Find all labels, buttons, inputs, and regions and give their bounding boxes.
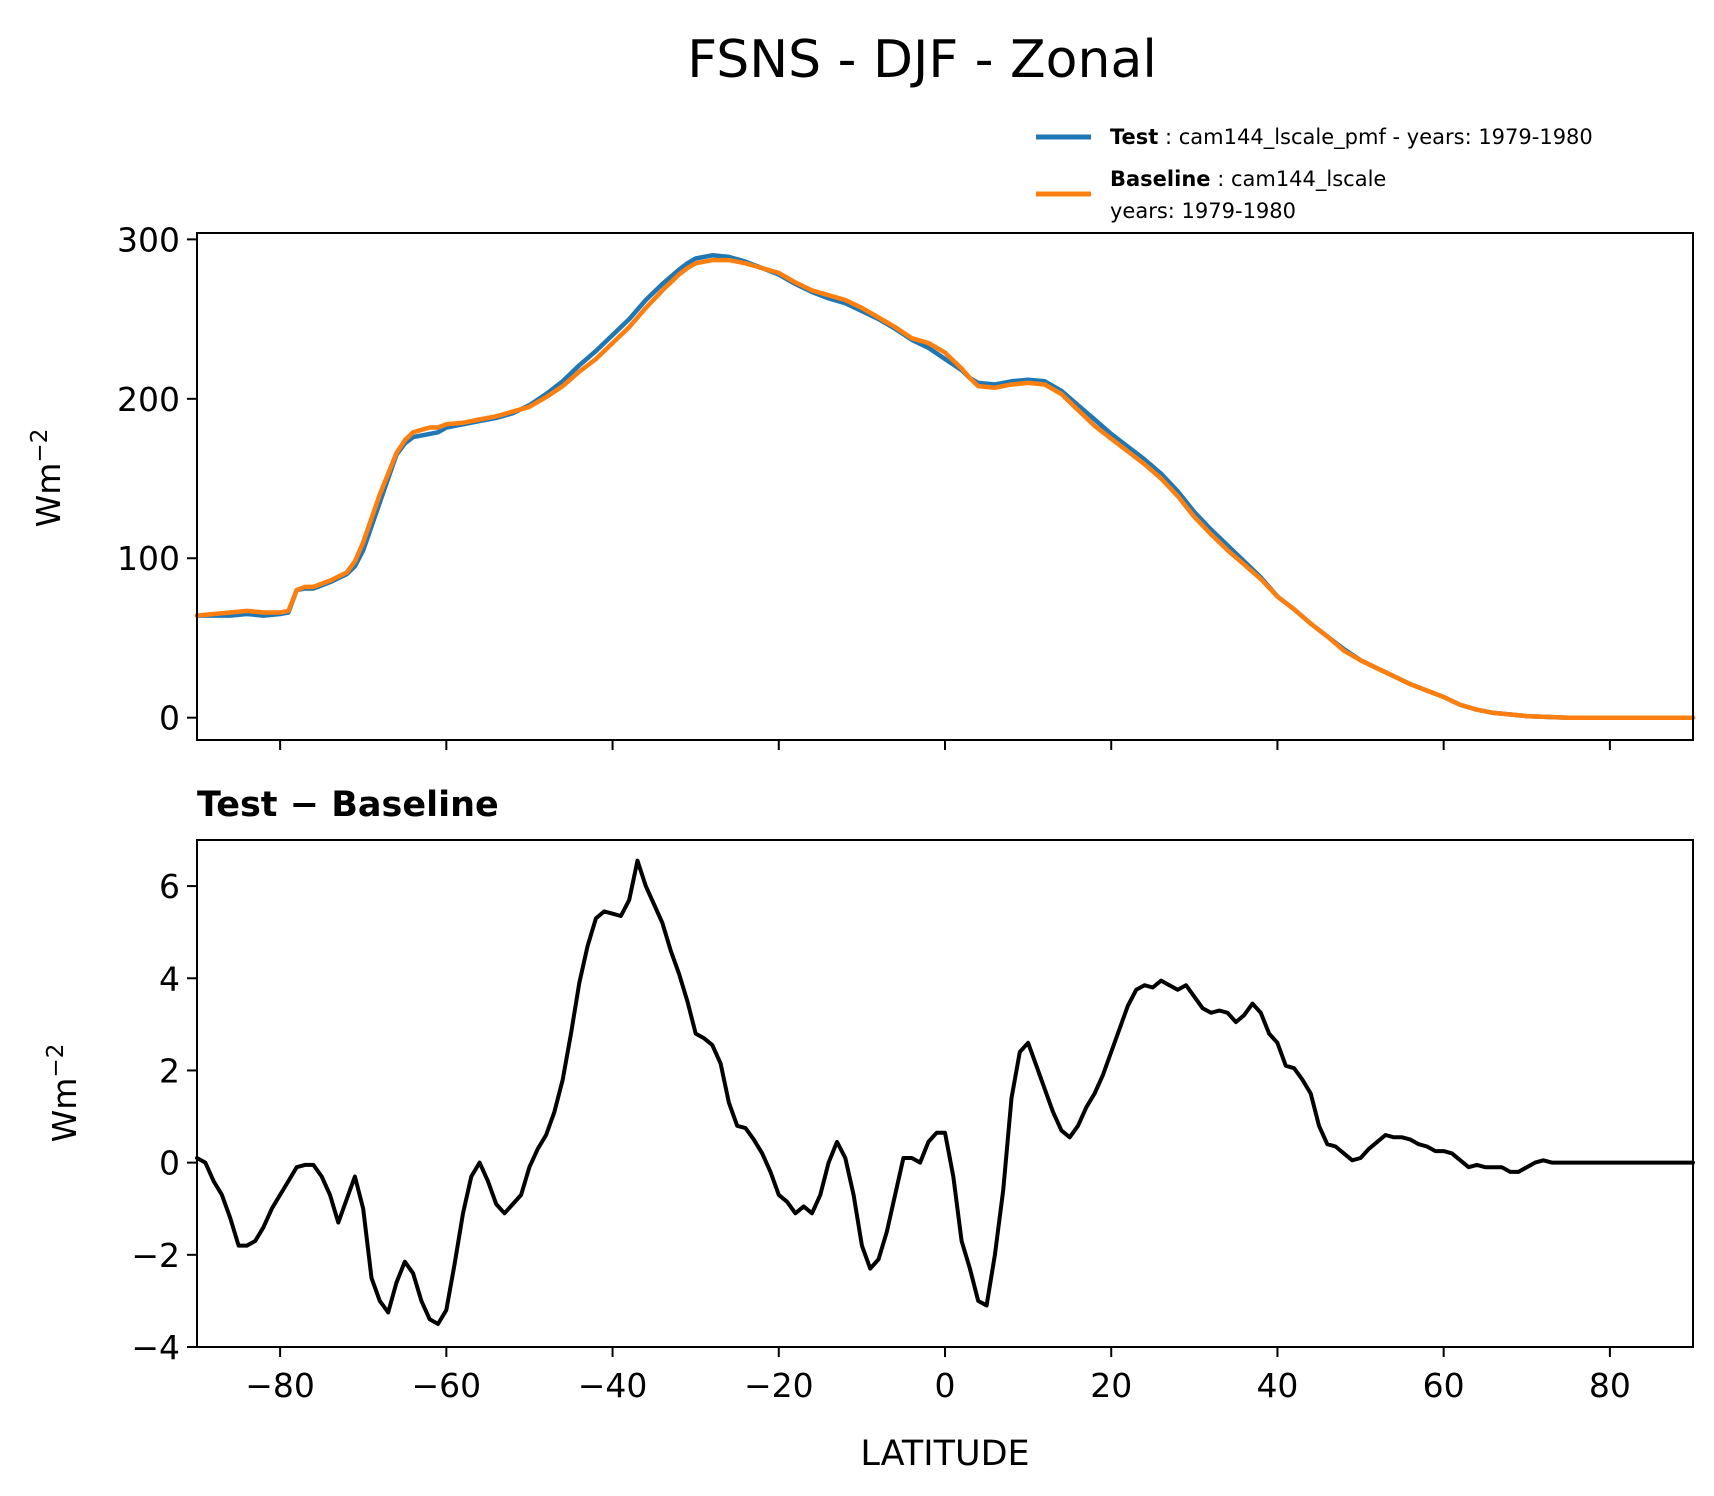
bottom-ylabel-sup: −2 [43, 1044, 69, 1078]
legend-test-name: Test [1110, 125, 1158, 149]
top-plot-area [194, 253, 1696, 720]
top-ytick-label: 100 [117, 539, 180, 578]
chart-title: FSNS - DJF - Zonal [687, 30, 1157, 90]
top-panel-ylabel: Wm−2 [27, 429, 68, 528]
legend-baseline-name: Baseline [1110, 167, 1211, 191]
bottom-panel-ylabel: Wm−2 [43, 1044, 84, 1143]
top-x-ticks [279, 740, 1611, 750]
bottom-ytick-label: −2 [131, 1236, 180, 1275]
top-ylabel-sup: −2 [27, 429, 53, 463]
legend-test-label: Test : cam144_lscale_pmf - years: 1979-1… [1110, 125, 1593, 150]
top-ytick-label: 0 [159, 699, 180, 738]
bottom-panel-title: Test − Baseline [197, 785, 499, 825]
bottom-plot-frame [196, 839, 1694, 1348]
bottom-ytick-label: −4 [131, 1328, 180, 1367]
legend-baseline-years: years: 1979-1980 [1110, 199, 1296, 223]
bottom-xtick-label: 40 [1256, 1366, 1298, 1405]
legend-baseline-sep: : [1211, 167, 1231, 191]
top-ytick-label: 300 [117, 220, 180, 259]
top-panel: Wm−2 0 100 200 300 [27, 220, 1696, 750]
top-ylabel-base: Wm [29, 463, 68, 528]
bottom-xtick-label: 60 [1423, 1366, 1465, 1405]
bottom-ytick-label: 4 [159, 959, 180, 998]
x-axis-label: LATITUDE [860, 1434, 1029, 1474]
bottom-xtick-label: 20 [1090, 1366, 1132, 1405]
bottom-series-line-1 [195, 858, 1695, 1326]
bottom-ylabel-base: Wm [45, 1078, 84, 1143]
top-series-line-2 [194, 257, 1696, 720]
bottom-xtick-label: −60 [412, 1366, 482, 1405]
bottom-xtick-label: −20 [744, 1366, 814, 1405]
legend: Test : cam144_lscale_pmf - years: 1979-1… [1036, 125, 1593, 223]
bottom-x-ticks: −80 −60 −40 −20 0 20 40 60 80 [245, 1347, 1631, 1405]
bottom-ytick-label: 0 [159, 1144, 180, 1183]
legend-baseline-label: Baseline : cam144_lscale [1110, 167, 1386, 192]
bottom-plot-area [195, 858, 1695, 1326]
top-plot-frame [196, 232, 1694, 741]
legend-test-sep: : [1158, 125, 1178, 149]
bottom-y-ticks: −4 −2 0 2 4 6 [131, 867, 197, 1367]
bottom-xtick-label: −40 [578, 1366, 648, 1405]
bottom-ytick-label: 2 [159, 1051, 180, 1090]
legend-test-text: cam144_lscale_pmf - years: 1979-1980 [1179, 125, 1593, 150]
bottom-xtick-label: 80 [1589, 1366, 1631, 1405]
bottom-xtick-label: −80 [245, 1366, 315, 1405]
bottom-xtick-label: 0 [935, 1366, 956, 1405]
legend-baseline-text: cam144_lscale [1231, 167, 1386, 192]
top-y-ticks: 0 100 200 300 [117, 220, 197, 738]
top-series-line-1 [194, 253, 1696, 720]
bottom-ytick-label: 6 [159, 867, 180, 906]
top-ytick-label: 200 [117, 380, 180, 419]
